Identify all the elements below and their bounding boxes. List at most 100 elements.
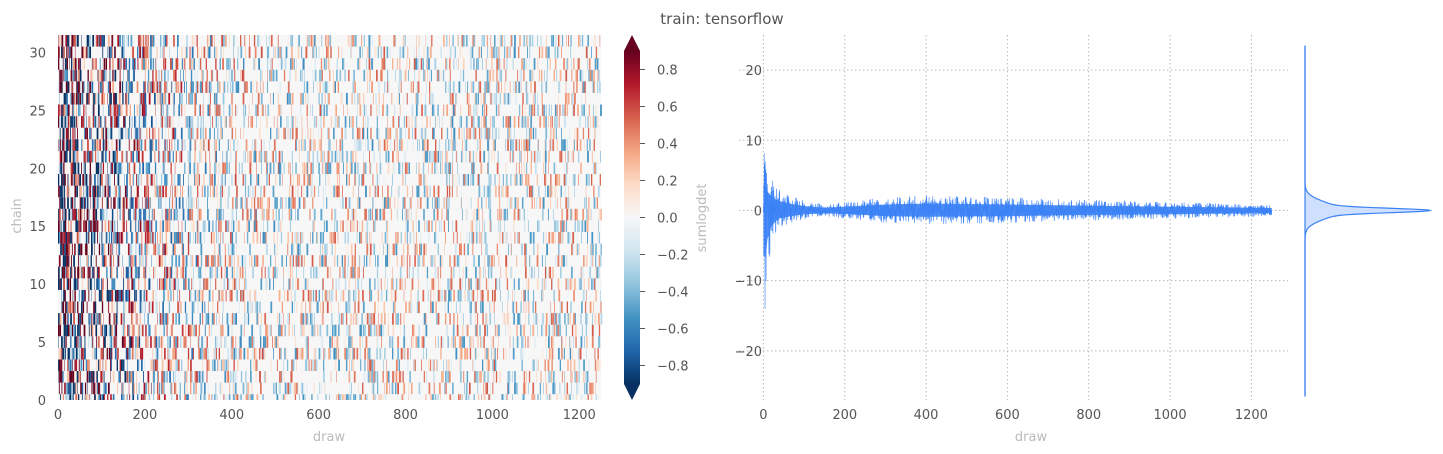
heatmap-cell <box>425 394 427 400</box>
heatmap-cell <box>430 150 433 163</box>
heatmap-cell <box>248 220 251 232</box>
heatmap-cell <box>148 301 150 314</box>
heatmap-cell <box>120 127 123 140</box>
heatmap-cell <box>176 382 178 395</box>
heatmap-cell <box>140 255 141 267</box>
heatmap-cell <box>573 359 576 372</box>
heatmap-cell <box>163 382 165 395</box>
heatmap-cell <box>342 197 344 209</box>
heatmap-cell <box>292 116 294 128</box>
heatmap-cell <box>279 347 281 360</box>
heatmap-cell <box>195 289 197 302</box>
heatmap-cell <box>259 127 261 140</box>
heatmap-cell <box>147 394 149 400</box>
heatmap-cell <box>118 104 121 117</box>
heatmap-cell <box>442 162 443 175</box>
heatmap-cell <box>84 220 86 232</box>
heatmap-cell <box>266 150 268 163</box>
heatmap-cell <box>72 289 75 302</box>
heatmap-cell <box>193 162 196 175</box>
heatmap-cell <box>203 336 205 348</box>
heatmap-cell <box>152 336 155 348</box>
heatmap-cell <box>530 127 532 140</box>
heatmap-cell <box>219 197 221 209</box>
heatmap-cell <box>320 208 323 221</box>
heatmap-cell <box>74 197 76 209</box>
heatmap-cell <box>450 92 452 105</box>
heatmap-cell <box>523 208 525 221</box>
heatmap-cell <box>577 220 579 232</box>
heatmap-cell <box>423 208 425 221</box>
heatmap-cell <box>301 255 303 267</box>
heatmap-cell <box>230 116 233 128</box>
heatmap-cell <box>391 278 393 290</box>
heatmap-cell <box>190 359 192 372</box>
heatmap-cell <box>463 243 466 256</box>
heatmap-cell <box>418 336 420 348</box>
heatmap-cell <box>171 174 173 186</box>
heatmap-cell <box>263 336 265 348</box>
heatmap-cell <box>73 255 75 267</box>
heatmap-cell <box>77 231 78 244</box>
heatmap-cell <box>323 81 326 93</box>
heatmap-cell <box>514 371 516 383</box>
heatmap-cell <box>250 371 252 383</box>
heatmap-cell <box>188 116 191 128</box>
heatmap-cell <box>110 347 112 360</box>
heatmap-cell <box>64 301 66 314</box>
heatmap-cell <box>546 243 549 256</box>
heatmap-cell <box>583 289 586 302</box>
heatmap-cell <box>488 185 490 198</box>
heatmap-cell <box>88 116 90 128</box>
heatmap-cell <box>102 324 104 337</box>
heatmap-cell <box>286 116 288 128</box>
heatmap-cell <box>325 162 327 175</box>
heatmap-cell <box>551 278 553 290</box>
heatmap-cell <box>443 197 445 209</box>
heatmap-cell <box>269 127 272 140</box>
heatmap-cell <box>77 208 80 221</box>
heatmap-cell <box>82 81 84 93</box>
heatmap-cell <box>535 313 538 325</box>
heatmap-cell <box>462 174 464 186</box>
heatmap-cell <box>362 174 364 186</box>
heatmap-cell <box>266 197 269 209</box>
heatmap-cell <box>261 197 264 209</box>
heatmap-cell <box>264 278 267 290</box>
heatmap-cell <box>396 255 398 267</box>
heatmap-cell <box>339 266 341 279</box>
heatmap-cell <box>125 104 128 117</box>
heatmap-cell <box>366 347 369 360</box>
heatmap-cell <box>190 81 191 93</box>
heatmap-cell <box>472 81 475 93</box>
heatmap-cell <box>365 336 368 348</box>
heatmap-cell <box>563 220 565 232</box>
heatmap-cell <box>528 278 530 290</box>
heatmap-cell <box>227 81 229 93</box>
heatmap-cell <box>359 104 362 117</box>
heatmap-cell <box>336 185 339 198</box>
heatmap-cell <box>167 116 169 128</box>
heatmap-cell <box>240 394 242 400</box>
heatmap-cell <box>76 336 78 348</box>
heatmap-cell <box>102 278 104 290</box>
heatmap-cell <box>170 231 173 244</box>
heatmap-cell <box>497 347 499 360</box>
heatmap-cell <box>413 324 416 337</box>
heatmap-cell <box>100 394 102 400</box>
heatmap-cell <box>107 243 110 256</box>
heatmap-cell <box>363 174 365 186</box>
heatmap-cell <box>436 197 439 209</box>
heatmap-cell <box>517 197 519 209</box>
heatmap-cell <box>537 278 539 290</box>
heatmap-cell <box>470 174 472 186</box>
heatmap-cell <box>586 336 588 348</box>
heatmap-cell <box>550 185 552 198</box>
heatmap-cell <box>382 359 384 372</box>
heatmap-cell <box>230 336 232 348</box>
heatmap-cell <box>65 382 68 395</box>
heatmap-cell <box>594 162 596 175</box>
heatmap-cell <box>133 162 136 175</box>
heatmap-cell <box>193 347 194 360</box>
heatmap-cell <box>140 208 142 221</box>
